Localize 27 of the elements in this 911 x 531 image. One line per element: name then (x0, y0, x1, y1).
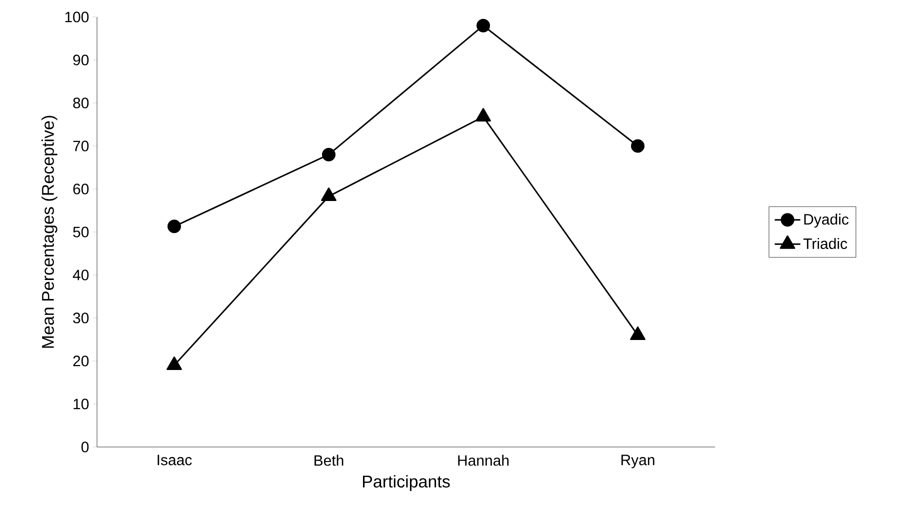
y-tick-label: 90 (73, 54, 89, 66)
x-tick-label: Hannah (458, 454, 509, 466)
point (476, 108, 491, 122)
y-tick-label: 40 (72, 270, 89, 280)
legend-label: Triadic (803, 238, 848, 250)
y-tick-label: 30 (73, 312, 89, 324)
point (631, 139, 645, 153)
x-tick-label: Isaac (158, 454, 192, 466)
y-tick-label: 0 (81, 442, 89, 452)
x-tick-label: Beth (314, 454, 344, 466)
x-tick-label: Ryan (621, 454, 654, 468)
point (168, 220, 181, 234)
y-tick-label: 10 (74, 398, 89, 410)
point (166, 356, 182, 370)
y-axis-title: Mean Percentages (Receptive) (41, 116, 58, 348)
y-tick-label: 100 (65, 12, 89, 22)
y-tick-label: 80 (73, 98, 89, 108)
y-tick-label: 60 (73, 184, 89, 194)
x-axis-title: Participants (362, 475, 450, 491)
point (630, 326, 646, 340)
y-tick-label: 20 (73, 356, 89, 366)
y-tick-label: 70 (73, 140, 89, 152)
point (321, 188, 336, 202)
y-tick-label: 50 (73, 226, 89, 238)
point (476, 18, 490, 32)
point (322, 148, 336, 162)
legend-label: Dyadic (804, 214, 849, 228)
